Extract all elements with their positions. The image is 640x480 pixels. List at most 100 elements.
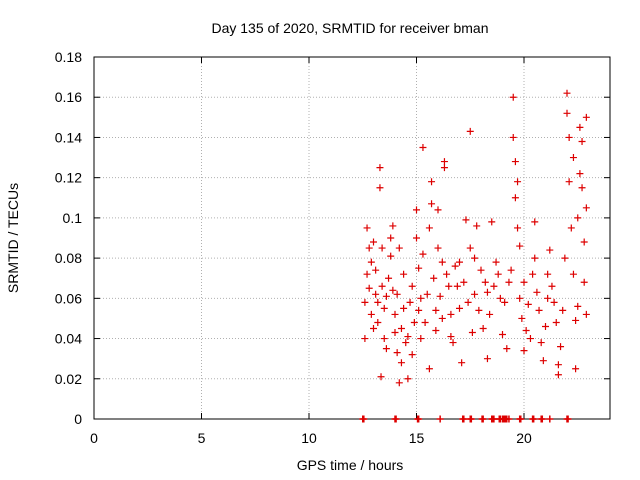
data-point [361, 298, 369, 306]
data-point [483, 288, 491, 296]
y-tick-label: 0.06 [55, 290, 82, 306]
data-point [496, 294, 504, 302]
data-point [557, 343, 565, 351]
data-point [404, 375, 412, 383]
data-point [477, 266, 485, 274]
data-point [535, 306, 543, 314]
data-point [542, 322, 549, 330]
data-point [518, 314, 526, 322]
zero-marker [467, 415, 475, 423]
data-point [490, 282, 498, 290]
data-point [533, 288, 541, 296]
data-point [387, 252, 395, 260]
data-point [410, 318, 418, 326]
data-point [367, 258, 375, 266]
data-point [443, 270, 451, 278]
y-tick-label: 0 [74, 411, 82, 427]
x-tick-label: 20 [516, 430, 532, 446]
data-point [574, 302, 582, 310]
data-point [501, 298, 509, 306]
data-point [428, 200, 436, 208]
data-point [468, 329, 476, 337]
data-point [377, 373, 385, 381]
data-point [449, 339, 457, 347]
data-point [471, 290, 479, 298]
data-point [576, 170, 584, 178]
data-point [415, 306, 423, 314]
zero-marker [538, 415, 546, 423]
data-point [402, 339, 410, 347]
data-point [421, 318, 429, 326]
data-point [529, 270, 537, 278]
data-point [432, 306, 440, 314]
data-point [531, 254, 539, 262]
data-point [580, 238, 588, 246]
data-point [391, 310, 399, 318]
data-point [460, 278, 468, 286]
data-point [514, 224, 522, 232]
data-point [569, 270, 577, 278]
data-point [428, 178, 436, 186]
y-tick-label: 0.16 [55, 89, 82, 105]
data-point [447, 333, 455, 341]
data-point [552, 318, 560, 326]
data-point [363, 224, 371, 232]
data-point [569, 154, 577, 162]
data-point [473, 222, 481, 230]
zero-marker [479, 415, 487, 423]
data-point [578, 184, 586, 192]
data-point [456, 304, 463, 312]
data-point [548, 282, 556, 290]
data-point [466, 127, 474, 135]
data-point [582, 113, 590, 121]
data-point [578, 137, 586, 145]
data-point [400, 270, 408, 278]
zero-marker [415, 415, 423, 423]
data-point [397, 359, 405, 367]
data-point [387, 234, 395, 242]
data-point [380, 304, 388, 312]
zero-marker [564, 415, 572, 423]
data-point [505, 278, 513, 286]
data-point [363, 270, 371, 278]
data-point [417, 335, 425, 343]
data-point [382, 292, 390, 300]
data-point [372, 266, 380, 274]
data-point [374, 318, 382, 326]
data-point [430, 274, 438, 282]
data-point [423, 290, 431, 298]
data-point [531, 218, 539, 226]
data-points [361, 89, 590, 387]
y-axis: 0 0.02 0.04 0.06 0.08 0.1 0.12 0.14 0.16 0.18 [55, 49, 610, 427]
data-point [456, 258, 463, 266]
data-point [458, 359, 466, 367]
data-point [554, 361, 562, 369]
data-point [434, 206, 442, 214]
zero-marker [392, 415, 400, 423]
data-point [520, 278, 528, 286]
data-point [370, 238, 377, 246]
zero-marker [360, 415, 368, 423]
data-point [413, 206, 420, 214]
data-point [488, 218, 496, 226]
x-tick-label: 0 [90, 430, 98, 446]
y-tick-label: 0.04 [55, 331, 82, 347]
data-point [365, 244, 373, 252]
grid-lines [94, 57, 610, 419]
data-point [520, 347, 528, 355]
data-point [567, 224, 575, 232]
data-point [516, 242, 524, 250]
data-point [544, 294, 552, 302]
data-point [451, 262, 459, 270]
data-point [507, 266, 515, 274]
data-point [380, 335, 388, 343]
data-point [365, 284, 373, 292]
data-point [483, 355, 491, 363]
data-point [539, 357, 547, 365]
zero-marker [436, 415, 444, 423]
plot-frame [93, 56, 611, 420]
data-point [370, 325, 377, 332]
data-point [582, 310, 590, 318]
data-point [509, 93, 517, 101]
